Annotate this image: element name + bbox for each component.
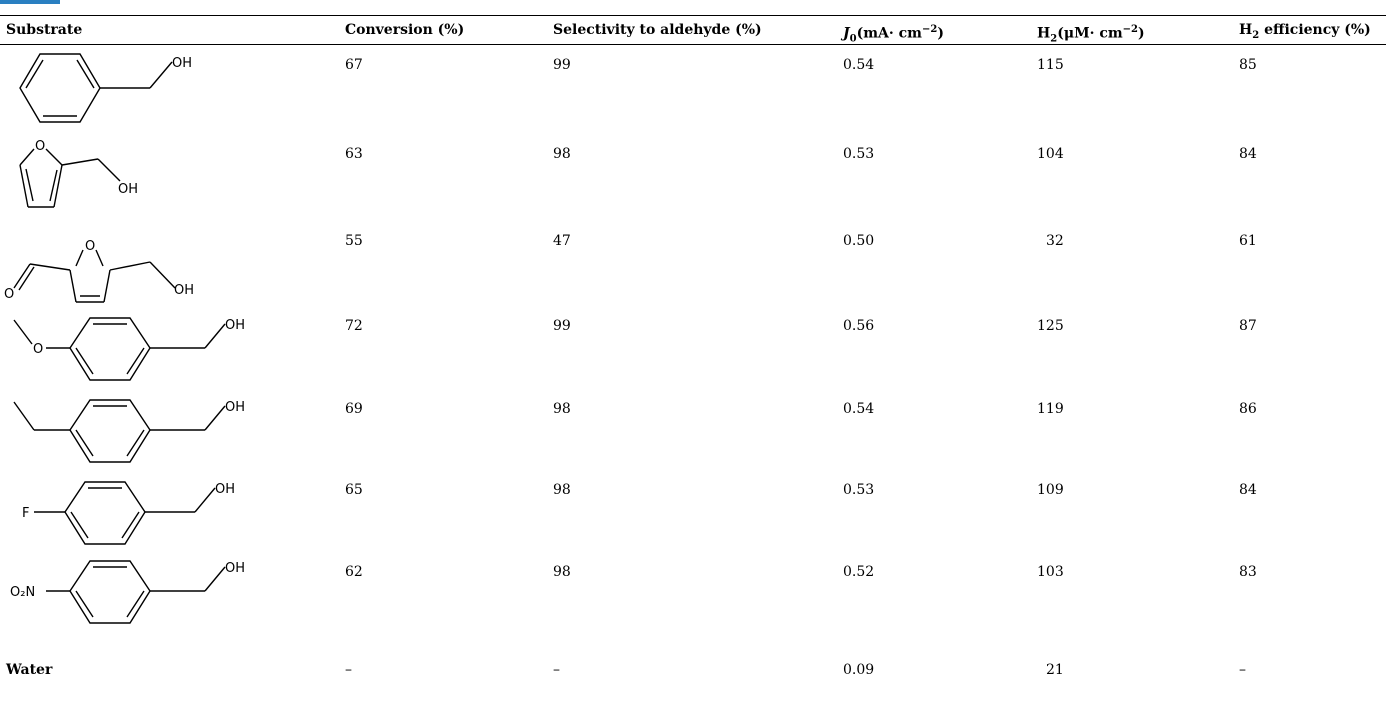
header-top-rule — [0, 15, 1386, 16]
row4-j0: 0.56 — [843, 317, 874, 335]
row2-conversion: 63 — [345, 145, 363, 163]
structure-4-methoxybenzyl-alcohol: O OH — [0, 310, 280, 394]
row3-j0: 0.50 — [843, 232, 874, 250]
row5-efficiency: 86 — [1239, 400, 1257, 418]
row6-efficiency: 84 — [1239, 481, 1257, 499]
structure-4-nitrobenzyl-alcohol: O₂N OH — [0, 555, 280, 639]
row1-j0: 0.54 — [843, 56, 874, 74]
row7-j0: 0.52 — [843, 563, 874, 581]
row5-conversion: 69 — [345, 400, 363, 418]
row8-conversion: – — [345, 661, 352, 679]
row6-conversion: 65 — [345, 481, 363, 499]
header-j0: J0(mA· cm−2) — [843, 21, 944, 48]
header-h2: H2(μM· cm−2) — [1037, 21, 1145, 48]
header-selectivity: Selectivity to aldehyde (%) — [553, 21, 762, 39]
header-substrate: Substrate — [6, 21, 82, 39]
top-accent-bar — [0, 0, 60, 4]
label-o: O — [35, 139, 45, 154]
row5-j0: 0.54 — [843, 400, 874, 418]
label-o: O — [33, 342, 43, 357]
row8-j0: 0.09 — [843, 661, 874, 679]
row1-h2: 115 — [1037, 56, 1064, 74]
row6-j0: 0.53 — [843, 481, 874, 499]
structure-benzyl-alcohol: OH — [0, 48, 280, 132]
row8-efficiency: – — [1239, 661, 1246, 679]
row4-conversion: 72 — [345, 317, 363, 335]
row7-conversion: 62 — [345, 563, 363, 581]
structure-hmf: O O OH — [0, 222, 280, 306]
label-ring-o: O — [85, 239, 95, 254]
label-aldehyde-o: O — [4, 287, 14, 302]
row8-h2: 21 — [1046, 661, 1064, 679]
hmf-drawing: O O OH — [0, 222, 280, 306]
methoxybenzyl-drawing: O OH — [0, 310, 280, 394]
header-conversion: Conversion (%) — [345, 21, 464, 39]
row1-efficiency: 85 — [1239, 56, 1257, 74]
row6-selectivity: 98 — [553, 481, 571, 499]
structure-furfuryl-alcohol: O OH — [0, 135, 280, 219]
row8-selectivity: – — [553, 661, 560, 679]
fluorobenzyl-drawing: F OH — [0, 474, 280, 558]
label-oh: OH — [225, 561, 245, 576]
structure-4-fluorobenzyl-alcohol: F OH — [0, 474, 280, 558]
row2-j0: 0.53 — [843, 145, 874, 163]
row3-selectivity: 47 — [553, 232, 571, 250]
label-oh: OH — [118, 182, 138, 197]
label-f: F — [22, 506, 29, 521]
row1-conversion: 67 — [345, 56, 363, 74]
row5-h2: 119 — [1037, 400, 1064, 418]
benzyl-alcohol-drawing: OH — [0, 48, 280, 132]
label-o2n: O₂N — [10, 585, 35, 600]
header-h2-efficiency: H2 efficiency (%) — [1239, 21, 1371, 45]
structure-4-ethylbenzyl-alcohol: OH — [0, 392, 280, 476]
furfuryl-alcohol-drawing: O OH — [0, 135, 280, 219]
row7-efficiency: 83 — [1239, 563, 1257, 581]
row4-h2: 125 — [1037, 317, 1064, 335]
row8-substrate-water: Water — [6, 661, 52, 679]
row3-conversion: 55 — [345, 232, 363, 250]
row4-efficiency: 87 — [1239, 317, 1257, 335]
row5-selectivity: 98 — [553, 400, 571, 418]
row3-h2: 32 — [1046, 232, 1064, 250]
row1-selectivity: 99 — [553, 56, 571, 74]
row2-h2: 104 — [1037, 145, 1064, 163]
header-bottom-rule — [0, 44, 1386, 45]
row2-efficiency: 84 — [1239, 145, 1257, 163]
row2-selectivity: 98 — [553, 145, 571, 163]
label-oh: OH — [215, 482, 235, 497]
row6-h2: 109 — [1037, 481, 1064, 499]
row7-selectivity: 98 — [553, 563, 571, 581]
row3-efficiency: 61 — [1239, 232, 1257, 250]
label-oh: OH — [225, 318, 245, 333]
ethylbenzyl-drawing: OH — [0, 392, 280, 476]
nitrobenzyl-drawing: O₂N OH — [0, 555, 280, 639]
row7-h2: 103 — [1037, 563, 1064, 581]
label-oh: OH — [174, 283, 194, 298]
row4-selectivity: 99 — [553, 317, 571, 335]
label-oh: OH — [225, 400, 245, 415]
label-oh: OH — [172, 56, 192, 71]
